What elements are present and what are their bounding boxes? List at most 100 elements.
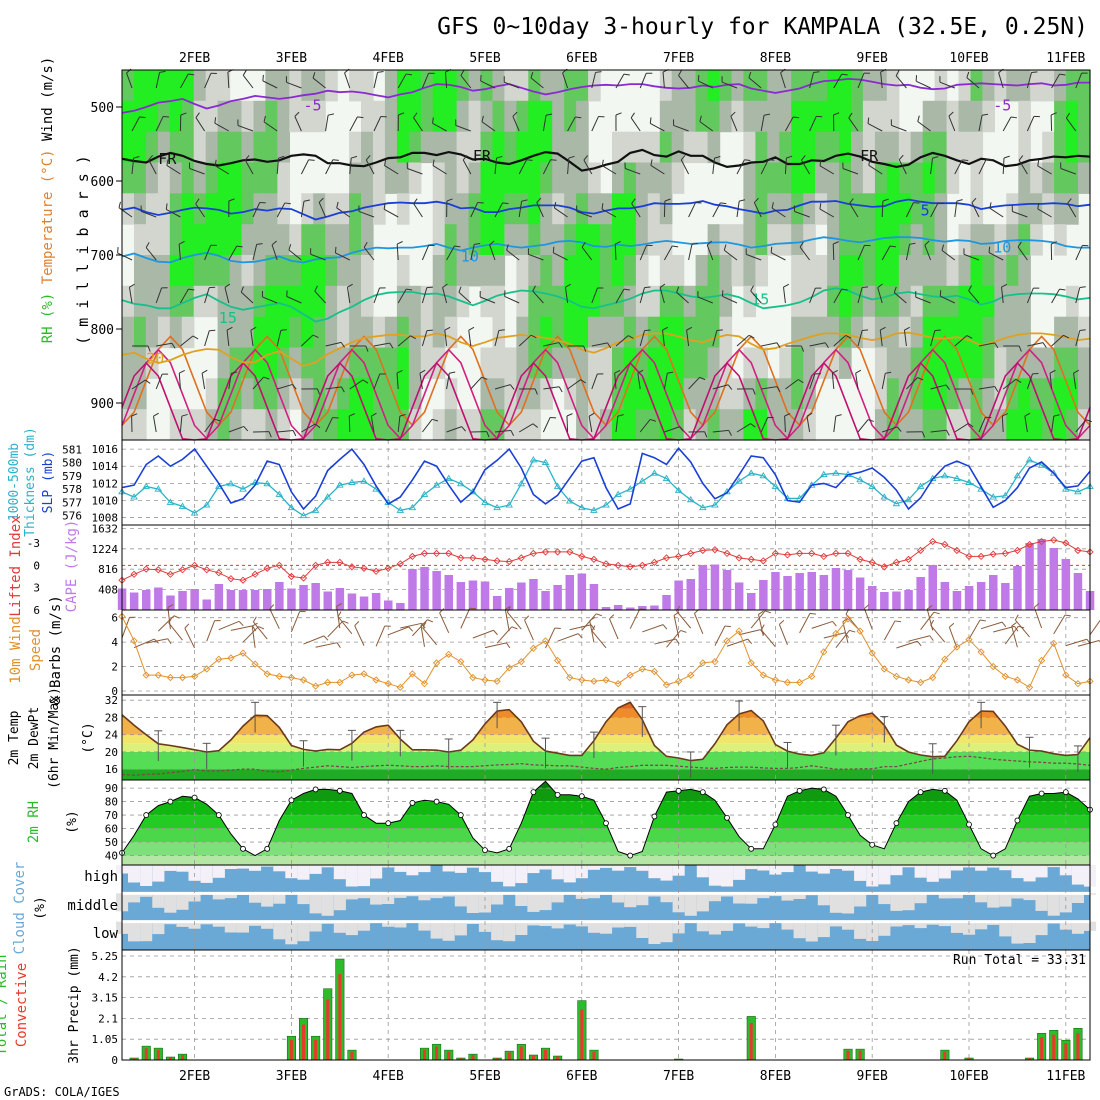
rh-cell xyxy=(791,255,804,287)
rh-cell xyxy=(791,409,804,441)
rh-cell xyxy=(671,131,685,164)
wind-point xyxy=(941,655,949,663)
wind-barb xyxy=(300,159,310,175)
rh-cell xyxy=(946,100,960,133)
rh-cell xyxy=(588,224,601,256)
rh-cell xyxy=(229,131,243,164)
wind-barb xyxy=(237,125,254,132)
legend-part: Wind (m/s) xyxy=(40,57,56,150)
rh-cell xyxy=(229,162,243,194)
wind-barb-flag xyxy=(744,159,751,161)
li-label: Lifted Index xyxy=(8,515,24,616)
wind-barb-flag xyxy=(799,241,804,248)
rh-cell xyxy=(169,224,183,256)
wind-barb xyxy=(420,625,425,647)
li-point xyxy=(190,561,199,569)
rh-cell xyxy=(683,409,697,441)
wind-barb-flag xyxy=(426,329,433,332)
cloud-cell xyxy=(769,865,782,875)
cloud-cell xyxy=(394,893,407,898)
rh-cell xyxy=(958,409,972,441)
rh-cell xyxy=(145,162,159,194)
wind-barb-flag xyxy=(167,604,174,608)
wind-barb xyxy=(472,629,494,639)
wind-barb xyxy=(444,330,448,347)
rh-point xyxy=(990,852,997,859)
wind-barb-flag xyxy=(188,73,195,76)
rh-cell xyxy=(982,285,995,318)
wind-point xyxy=(517,658,525,666)
cloud-cell xyxy=(515,921,528,935)
cloud-cell xyxy=(176,865,189,872)
rh-cell xyxy=(803,193,816,225)
wind-barb xyxy=(562,72,569,89)
wind-barb-flag xyxy=(505,605,511,610)
precip-convective-bar xyxy=(168,1057,172,1060)
wind-barb xyxy=(842,621,849,644)
wind-barb-flag xyxy=(458,286,462,293)
cloud-cell xyxy=(1011,921,1024,944)
wind-barb xyxy=(760,417,769,433)
wind-point xyxy=(203,665,211,673)
wind-barb xyxy=(857,287,863,304)
thickness-point xyxy=(444,474,453,481)
rh-cell xyxy=(432,100,446,133)
wind-barb xyxy=(663,373,668,390)
rh-cell xyxy=(205,285,219,318)
li-point xyxy=(638,561,646,569)
li-point xyxy=(711,546,719,554)
cloud-cell xyxy=(914,893,927,904)
cloud-cell xyxy=(793,893,806,899)
wind-barb-flag xyxy=(934,329,941,332)
cape-bar xyxy=(613,605,623,610)
wind-barb xyxy=(855,373,859,390)
rh-cell xyxy=(588,285,601,318)
thickness-point xyxy=(1025,456,1034,463)
rh-cell xyxy=(647,285,661,318)
slp-tick: 1008 xyxy=(92,512,119,525)
rh-cell xyxy=(134,162,147,194)
li-point xyxy=(953,546,961,555)
rh-cell xyxy=(635,409,649,441)
rh-cell xyxy=(695,316,709,349)
wind-barb-flag xyxy=(981,113,989,116)
cape-bar xyxy=(964,586,974,610)
wind-barb xyxy=(881,373,886,390)
rh-cell xyxy=(934,70,948,102)
cloud-cell xyxy=(261,893,274,907)
wind-barb xyxy=(325,386,342,390)
cape-bar xyxy=(976,582,986,610)
wind-barb-flag xyxy=(427,619,434,623)
wind-barb xyxy=(602,165,617,175)
rh-cell xyxy=(886,316,900,349)
li-point xyxy=(227,575,235,583)
cape-bar xyxy=(384,600,393,610)
thickness-point xyxy=(1013,471,1022,479)
rh-point xyxy=(433,798,440,805)
rh-cell xyxy=(886,285,900,318)
cloud-cell xyxy=(612,921,625,928)
rh-cell xyxy=(731,100,745,133)
wind-barb-flag xyxy=(739,199,746,202)
cloud-cell xyxy=(140,921,153,942)
wind-barb-flag xyxy=(1010,116,1017,119)
rh-unit-label: (%) xyxy=(65,810,80,833)
rh-cell xyxy=(528,285,541,318)
wind-barb xyxy=(348,415,351,433)
thickness-tick: 580 xyxy=(62,457,82,470)
wind-barb xyxy=(294,116,302,132)
rh-cell xyxy=(755,255,768,287)
wind-barb-flag xyxy=(662,326,669,331)
wind-barb xyxy=(1002,116,1012,132)
rh-cell xyxy=(803,131,816,164)
wind-barb xyxy=(1037,208,1052,218)
wind-point xyxy=(989,662,997,671)
cloud-cell xyxy=(321,865,334,868)
thickness-point xyxy=(1001,491,1010,499)
wind-barb-flag xyxy=(147,345,151,352)
precip-tick: 0 xyxy=(111,1054,118,1067)
thickness-point xyxy=(178,502,187,509)
rh-cell xyxy=(707,224,721,256)
wind-barb xyxy=(383,208,399,218)
